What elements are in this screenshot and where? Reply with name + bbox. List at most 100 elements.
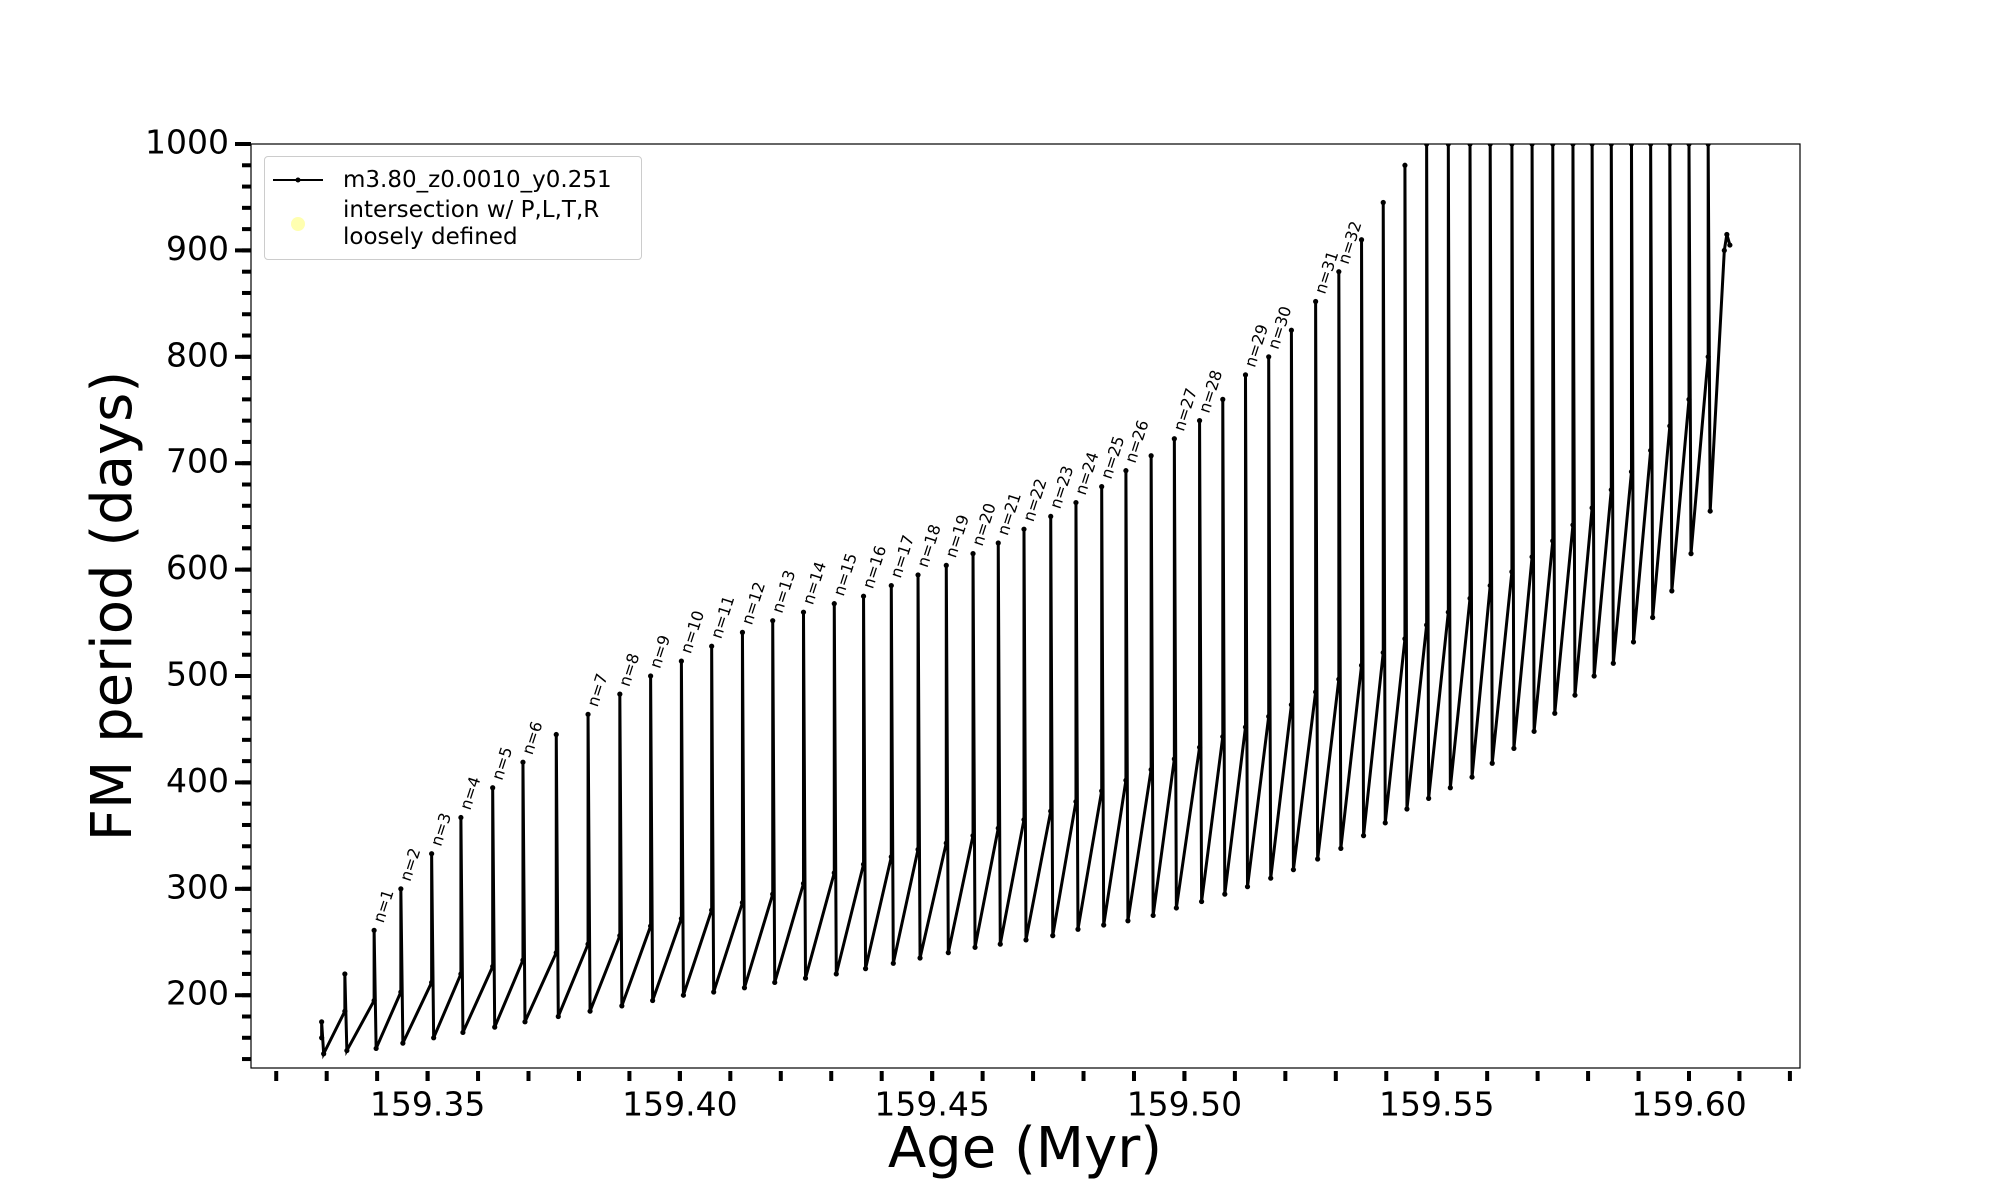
data-point bbox=[1669, 588, 1675, 594]
data-point bbox=[1721, 247, 1727, 254]
data-point bbox=[553, 731, 559, 738]
data-point bbox=[1290, 867, 1297, 873]
data-point bbox=[1550, 144, 1556, 147]
data-point bbox=[1380, 199, 1386, 206]
data-point bbox=[888, 854, 894, 860]
data-point bbox=[1288, 327, 1295, 333]
data-point bbox=[1447, 785, 1453, 791]
x-tick-label: 159.60 bbox=[1631, 1085, 1746, 1124]
legend-label: m3.80_z0.0010_y0.251 bbox=[343, 166, 612, 193]
data-point bbox=[1220, 396, 1226, 402]
data-point bbox=[943, 840, 949, 846]
data-point bbox=[321, 1051, 327, 1057]
data-point bbox=[1021, 817, 1027, 823]
annotation: n=14 bbox=[799, 559, 831, 607]
data-point bbox=[344, 1047, 350, 1054]
data-point bbox=[711, 989, 717, 995]
data-point bbox=[890, 960, 896, 966]
data-point bbox=[1073, 499, 1079, 506]
data-point bbox=[1424, 622, 1430, 628]
data-point bbox=[458, 971, 464, 977]
data-point bbox=[650, 997, 656, 1004]
y-tick-label: 300 bbox=[166, 867, 229, 906]
data-point bbox=[373, 1045, 379, 1052]
data-point bbox=[1266, 713, 1272, 720]
data-point bbox=[1570, 144, 1576, 147]
data-point bbox=[342, 971, 348, 977]
data-point bbox=[1242, 724, 1249, 730]
data-point bbox=[1380, 650, 1386, 656]
x-tick-label: 159.45 bbox=[874, 1085, 989, 1124]
data-point bbox=[619, 1003, 625, 1009]
data-point bbox=[1589, 505, 1595, 511]
data-point bbox=[1150, 912, 1156, 919]
y-tick-label: 600 bbox=[166, 548, 229, 587]
data-point bbox=[1686, 144, 1692, 147]
data-point bbox=[1382, 820, 1388, 826]
data-point bbox=[1338, 845, 1344, 851]
data-point bbox=[915, 846, 921, 853]
data-point bbox=[739, 629, 746, 635]
data-point bbox=[1705, 354, 1711, 360]
data-point bbox=[1288, 702, 1295, 708]
data-point bbox=[1550, 538, 1556, 544]
annotation: n=7 bbox=[583, 671, 611, 709]
data-point bbox=[1426, 795, 1432, 801]
data-point bbox=[1148, 453, 1154, 459]
data-point bbox=[1123, 777, 1129, 783]
annotation: n=17 bbox=[886, 533, 918, 581]
legend: m3.80_z0.0010_y0.251 intersection w/ P,L… bbox=[264, 156, 642, 260]
data-point bbox=[460, 1029, 466, 1036]
data-point bbox=[1529, 144, 1535, 147]
data-point bbox=[1220, 734, 1226, 740]
data-point bbox=[1125, 918, 1131, 924]
data-point bbox=[1707, 508, 1713, 514]
data-point bbox=[1589, 144, 1595, 147]
data-point bbox=[648, 923, 654, 929]
data-point bbox=[739, 900, 746, 906]
data-point bbox=[1608, 144, 1614, 147]
legend-item: intersection w/ P,L,T,R loosely defined bbox=[265, 197, 641, 251]
x-tick-label: 159.50 bbox=[1127, 1085, 1242, 1124]
data-point bbox=[555, 1013, 561, 1020]
data-point bbox=[943, 562, 949, 568]
y-tick-label: 1000 bbox=[145, 123, 229, 162]
data-point bbox=[398, 989, 404, 995]
data-point bbox=[1572, 692, 1578, 698]
data-point bbox=[1123, 468, 1129, 474]
data-point bbox=[1469, 774, 1475, 780]
data-point bbox=[319, 1035, 325, 1041]
data-point bbox=[429, 851, 435, 857]
legend-symbol bbox=[265, 165, 343, 195]
annotation: n=13 bbox=[768, 568, 800, 616]
annotation: n=16 bbox=[859, 543, 891, 591]
data-point bbox=[800, 609, 807, 615]
data-point bbox=[1171, 756, 1177, 762]
data-point bbox=[371, 927, 377, 933]
data-point bbox=[1509, 569, 1515, 575]
data-point bbox=[1336, 676, 1342, 682]
data-point bbox=[1610, 660, 1616, 666]
data-point bbox=[1552, 710, 1558, 716]
plot-frame bbox=[250, 143, 1801, 1069]
data-point bbox=[1650, 614, 1656, 621]
annotation: n=9 bbox=[646, 633, 674, 671]
data-point bbox=[1630, 639, 1637, 645]
annotation: n=10 bbox=[676, 608, 708, 656]
data-point bbox=[1489, 760, 1495, 766]
data-point bbox=[1467, 144, 1473, 147]
annotation: n=15 bbox=[829, 551, 861, 599]
data-point bbox=[772, 979, 778, 986]
data-point bbox=[1402, 162, 1408, 168]
annotation: n=5 bbox=[488, 744, 516, 782]
data-point bbox=[1075, 926, 1081, 932]
x-tick-label: 159.40 bbox=[622, 1085, 737, 1124]
data-point bbox=[429, 979, 435, 986]
data-point bbox=[1705, 144, 1711, 147]
data-point bbox=[1021, 526, 1027, 532]
data-point bbox=[520, 957, 526, 963]
data-point bbox=[915, 572, 921, 578]
data-point bbox=[1608, 487, 1614, 493]
annotation: n=3 bbox=[427, 810, 455, 848]
data-point bbox=[1244, 884, 1251, 890]
